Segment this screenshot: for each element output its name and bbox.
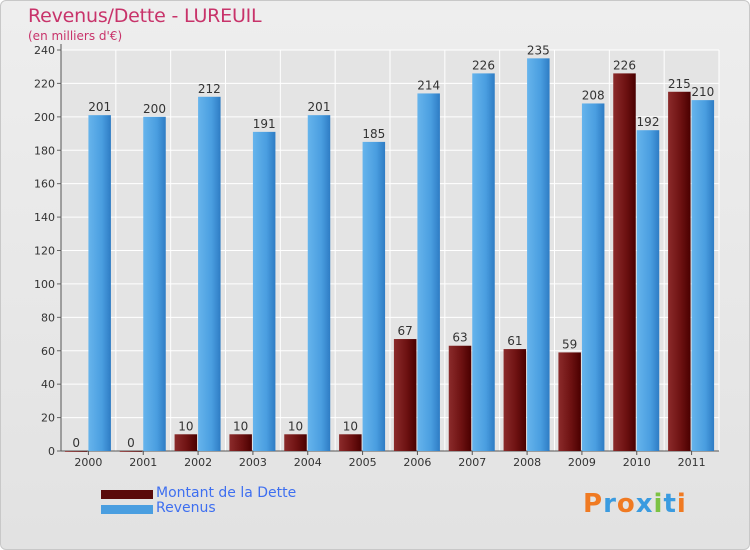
y-tick-label: 60	[41, 345, 55, 358]
data-label-revenue: 226	[472, 58, 495, 72]
bar-revenue	[252, 131, 276, 451]
bar-debt	[448, 345, 472, 451]
logo-letter: t	[663, 489, 677, 519]
x-tick-label: 2005	[349, 456, 377, 469]
x-tick-label: 2006	[403, 456, 431, 469]
bar-debt	[339, 434, 362, 451]
y-tick-label: 140	[34, 211, 55, 224]
data-label-debt: 59	[562, 337, 577, 351]
data-label-revenue: 192	[637, 115, 660, 129]
legend-swatch-debt	[101, 490, 153, 499]
logo-letter: o	[616, 489, 636, 519]
bar-debt	[229, 434, 252, 451]
data-label-revenue: 208	[582, 88, 605, 102]
bar-debt	[613, 73, 636, 452]
bar-revenue	[581, 103, 605, 451]
x-tick-label: 2007	[458, 456, 486, 469]
x-tick-label: 2001	[129, 456, 157, 469]
data-label-revenue: 210	[691, 85, 714, 99]
data-label-debt: 0	[72, 436, 80, 450]
legend-swatch-revenue	[101, 505, 153, 514]
bar-debt	[174, 434, 198, 451]
y-tick-label: 200	[34, 111, 55, 124]
chart-subtitle: (en milliers d'€)	[28, 29, 123, 43]
logo-letter: P	[583, 489, 604, 519]
data-label-revenue: 201	[88, 100, 111, 114]
data-label-debt: 10	[288, 419, 303, 433]
bar-revenue	[636, 130, 660, 451]
y-tick-label: 220	[34, 77, 55, 90]
bar-debt	[503, 349, 527, 451]
bar-revenue	[417, 93, 440, 452]
data-label-debt: 226	[613, 58, 636, 72]
y-tick-label: 180	[34, 144, 55, 157]
y-tick-label: 0	[48, 445, 55, 458]
data-label-debt: 0	[127, 436, 135, 450]
bar-revenue	[527, 58, 550, 452]
data-label-debt: 10	[233, 419, 248, 433]
data-label-revenue: 235	[527, 43, 550, 57]
x-tick-label: 2011	[678, 456, 706, 469]
bar-debt	[284, 434, 307, 451]
data-label-debt: 10	[178, 419, 193, 433]
y-tick-label: 160	[34, 178, 55, 191]
x-tick-label: 2003	[239, 456, 267, 469]
x-tick-label: 2008	[513, 456, 541, 469]
bar-debt	[668, 91, 691, 451]
y-tick-label: 20	[41, 412, 55, 425]
logo-letter: i	[676, 489, 687, 519]
bar-revenue	[472, 73, 495, 452]
logo-letter: i	[653, 489, 664, 519]
data-label-revenue: 185	[362, 127, 385, 141]
bar-debt	[119, 451, 143, 452]
bar-revenue	[362, 141, 386, 452]
data-label-debt: 10	[343, 419, 358, 433]
bar-debt	[558, 352, 581, 451]
logo-letter: r	[603, 489, 617, 519]
data-label-debt: 67	[398, 324, 413, 338]
data-label-revenue: 191	[253, 117, 276, 131]
data-label-debt: 61	[507, 334, 522, 348]
y-tick-label: 40	[41, 378, 55, 391]
x-tick-label: 2004	[294, 456, 322, 469]
legend-label-debt: Montant de la Dette	[156, 485, 297, 501]
y-tick-label: 240	[34, 44, 55, 57]
legend-label-revenue: Revenus	[156, 500, 216, 516]
bar-revenue	[88, 115, 111, 451]
bar-revenue	[198, 96, 221, 452]
data-label-revenue: 200	[143, 102, 166, 116]
x-tick-label: 2010	[623, 456, 651, 469]
bar-debt	[393, 339, 417, 451]
y-tick-label: 100	[34, 278, 55, 291]
data-label-revenue: 212	[198, 82, 221, 96]
y-tick-label: 120	[34, 245, 55, 258]
x-tick-label: 2009	[568, 456, 596, 469]
bar-revenue	[143, 116, 166, 451]
chart-title: Revenus/Dette - LUREUIL	[28, 5, 262, 27]
x-tick-label: 2002	[184, 456, 212, 469]
bar-revenue	[691, 100, 715, 451]
logo-letter: x	[635, 489, 654, 519]
data-label-debt: 215	[668, 77, 691, 91]
data-label-revenue: 214	[417, 78, 440, 92]
bar-revenue	[307, 115, 331, 451]
data-label-revenue: 201	[308, 100, 331, 114]
data-label-debt: 63	[452, 331, 467, 345]
x-tick-label: 2000	[74, 456, 102, 469]
bar-debt	[64, 451, 88, 452]
proxiti-logo: Proxiti	[583, 489, 687, 519]
y-tick-label: 80	[41, 311, 55, 324]
